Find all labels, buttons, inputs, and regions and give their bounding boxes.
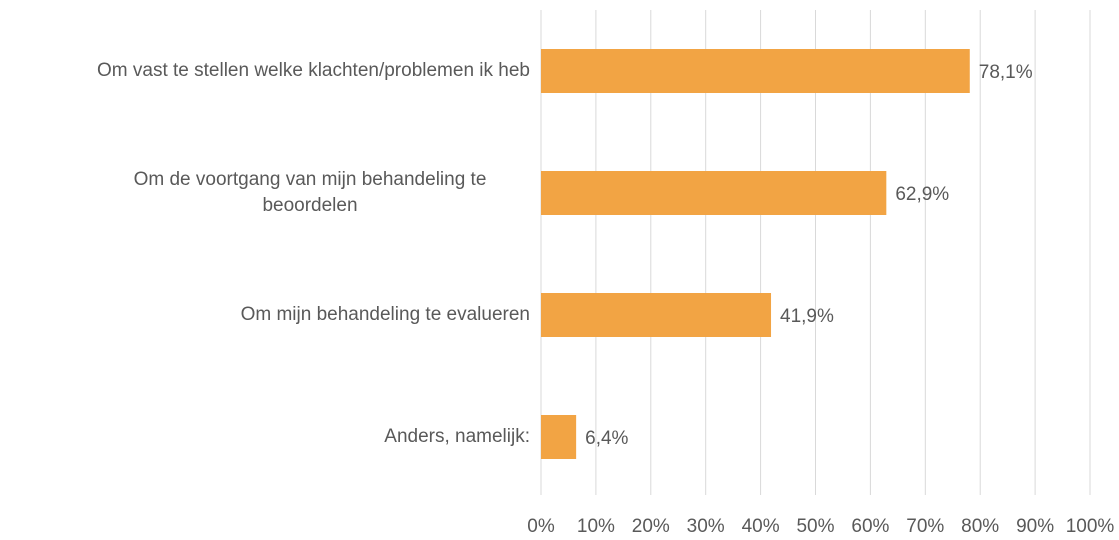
x-tick-label: 90% bbox=[1016, 516, 1054, 537]
y-tick-label: Om mijn behandeling te evalueren bbox=[240, 304, 530, 325]
data-label: 78,1% bbox=[979, 62, 1033, 83]
x-tick-label: 20% bbox=[632, 516, 670, 537]
category-label-box: Anders, namelijk: bbox=[0, 397, 530, 477]
bar bbox=[541, 415, 577, 459]
category-label-box: Om de voortgang van mijn behandeling te … bbox=[0, 153, 530, 233]
y-tick-label: Anders, namelijk: bbox=[384, 426, 530, 447]
data-label: 41,9% bbox=[780, 306, 834, 327]
x-tick-label: 10% bbox=[577, 516, 615, 537]
x-tick-label: 80% bbox=[961, 516, 999, 537]
x-tick-label: 40% bbox=[742, 516, 780, 537]
data-label: 62,9% bbox=[895, 184, 949, 205]
bar bbox=[541, 171, 887, 215]
y-tick-label: Om de voortgang van mijn behandeling te … bbox=[133, 169, 487, 216]
bar bbox=[541, 49, 970, 93]
x-tick-label: 60% bbox=[851, 516, 889, 537]
x-tick-label: 50% bbox=[796, 516, 834, 537]
x-tick-label: 30% bbox=[687, 516, 725, 537]
data-label: 6,4% bbox=[585, 428, 628, 449]
x-tick-label: 0% bbox=[527, 516, 555, 537]
bar bbox=[541, 293, 772, 337]
category-label-box: Om vast te stellen welke klachten/proble… bbox=[0, 31, 530, 111]
x-tick-label: 70% bbox=[906, 516, 944, 537]
y-tick-label: Om vast te stellen welke klachten/proble… bbox=[97, 60, 530, 81]
x-tick-label: 100% bbox=[1066, 516, 1115, 537]
category-label-box: Om mijn behandeling te evalueren bbox=[0, 275, 530, 355]
